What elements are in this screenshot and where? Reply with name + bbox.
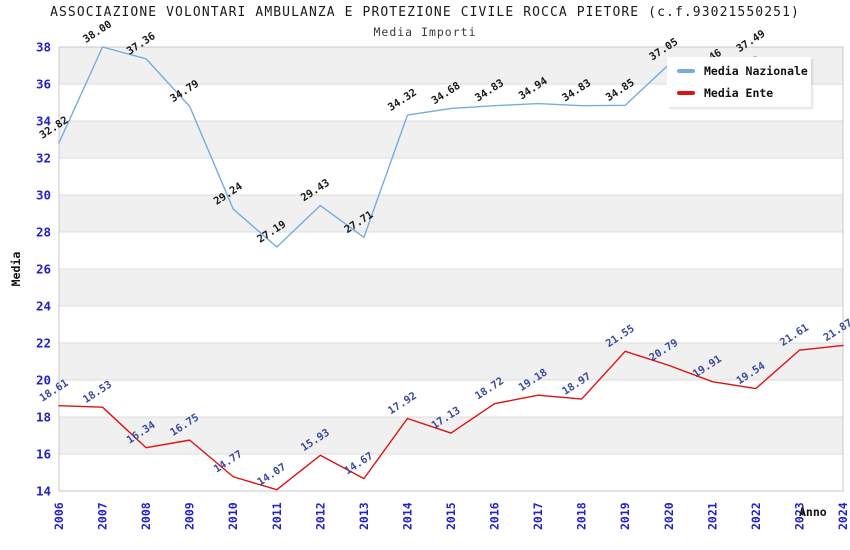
x-tick-label: 2017 bbox=[531, 502, 545, 530]
plot-band bbox=[59, 380, 843, 417]
x-tick-label: 2021 bbox=[705, 502, 719, 530]
x-tick-label: 2012 bbox=[313, 502, 327, 530]
plot-band bbox=[59, 269, 843, 306]
y-tick-label: 28 bbox=[36, 225, 51, 240]
media-ente-line-swatch-icon bbox=[677, 91, 695, 95]
x-tick-label: 2022 bbox=[749, 502, 763, 530]
chart-subtitle: Media Importi bbox=[373, 25, 477, 39]
x-tick-label: 2018 bbox=[575, 502, 589, 530]
series-media-nazionale-line bbox=[58, 46, 757, 248]
y-tick-label: 26 bbox=[36, 262, 51, 277]
plot-band bbox=[59, 195, 843, 232]
y-tick-label: 22 bbox=[36, 336, 51, 351]
y-tick-label: 18 bbox=[36, 410, 51, 425]
y-tick-label: 30 bbox=[36, 188, 51, 203]
plot-band bbox=[59, 232, 843, 269]
x-tick-label: 2015 bbox=[444, 502, 458, 530]
x-tick-label: 2023 bbox=[792, 502, 806, 530]
y-tick-label: 38 bbox=[36, 40, 51, 55]
x-tick-label: 2014 bbox=[400, 502, 414, 530]
y-tick-label: 36 bbox=[36, 77, 51, 92]
y-tick-label: 16 bbox=[36, 447, 51, 462]
series-media-ente-line bbox=[58, 344, 844, 491]
legend: Media Nazionale Media Ente bbox=[667, 57, 811, 107]
y-tick-label: 14 bbox=[36, 484, 51, 499]
y-axis-title: Media bbox=[9, 252, 23, 287]
y-tick-label: 32 bbox=[36, 151, 51, 166]
media-nazionale-line-swatch-icon bbox=[677, 69, 695, 73]
x-tick-label: 2016 bbox=[488, 502, 502, 530]
x-tick-label: 2010 bbox=[226, 502, 240, 530]
x-tick-label: 2019 bbox=[618, 502, 632, 530]
plot-band bbox=[59, 306, 843, 343]
plot-band bbox=[59, 158, 843, 195]
y-tick-label: 20 bbox=[36, 373, 51, 388]
series-media-nazionale-value-label: 38.00 bbox=[81, 18, 114, 45]
legend-item-media-nazionale: Media Nazionale bbox=[677, 63, 811, 79]
x-tick-label: 2020 bbox=[662, 502, 676, 530]
legend-item-media-ente: Media Ente bbox=[677, 85, 811, 101]
x-axis-title: Anno bbox=[799, 505, 827, 519]
plot-band bbox=[59, 454, 843, 491]
plot-band bbox=[59, 417, 843, 454]
x-tick-label: 2006 bbox=[52, 502, 66, 530]
chart-title: ASSOCIAZIONE VOLONTARI AMBULANZA E PROTE… bbox=[50, 5, 800, 20]
x-tick-label: 2024 bbox=[836, 502, 850, 530]
legend-label-media-nazionale: Media Nazionale bbox=[704, 64, 808, 78]
x-tick-label: 2009 bbox=[183, 502, 197, 530]
x-tick-label: 2007 bbox=[96, 502, 110, 530]
plot-border bbox=[58, 46, 844, 492]
legend-label-media-ente: Media Ente bbox=[704, 86, 774, 100]
plot-band bbox=[59, 121, 843, 158]
x-tick-label: 2008 bbox=[139, 502, 153, 530]
x-tick-label: 2013 bbox=[357, 502, 371, 530]
x-tick-label: 2011 bbox=[270, 502, 284, 530]
y-tick-label: 24 bbox=[36, 299, 51, 314]
y-tick-label: 34 bbox=[36, 114, 51, 129]
plot-band bbox=[59, 343, 843, 380]
